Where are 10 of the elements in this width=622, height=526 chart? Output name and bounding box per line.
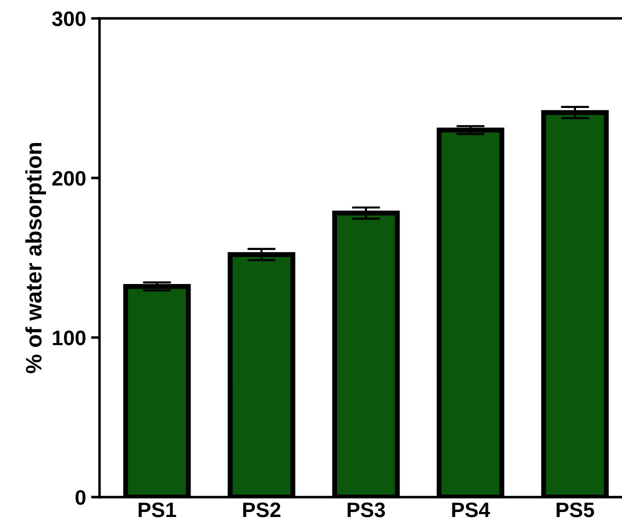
y-tick-label: 0 bbox=[76, 490, 86, 505]
y-tick-label: 200 bbox=[52, 170, 86, 186]
x-tick-label: PS3 bbox=[348, 502, 385, 518]
x-tick-label: PS2 bbox=[243, 502, 280, 518]
y-axis-title: % of water absorption bbox=[25, 143, 46, 374]
x-tick-label: PS1 bbox=[138, 502, 176, 518]
y-tick-label: 100 bbox=[52, 330, 86, 346]
y-tick-label: 300 bbox=[52, 11, 86, 26]
x-tick-label: PS5 bbox=[556, 502, 594, 518]
x-tick-label: PS4 bbox=[452, 502, 490, 518]
